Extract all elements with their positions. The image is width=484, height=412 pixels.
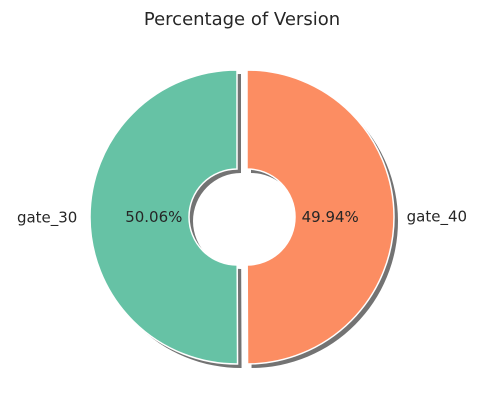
slice-label-gate_30: gate_30 (17, 208, 77, 227)
slice-label-gate_40: gate_40 (407, 208, 467, 227)
slice-percent-gate_40: 49.94% (302, 208, 359, 226)
pie-slice-gate_40 (246, 69, 395, 365)
slice-percent-gate_30: 50.06% (125, 208, 182, 226)
chart-title: Percentage of Version (144, 9, 340, 30)
slice-labels: gate_30 50.06% gate_40 49.94% (17, 208, 467, 228)
pie-slice-gate_30 (89, 69, 239, 365)
slices (89, 69, 395, 365)
